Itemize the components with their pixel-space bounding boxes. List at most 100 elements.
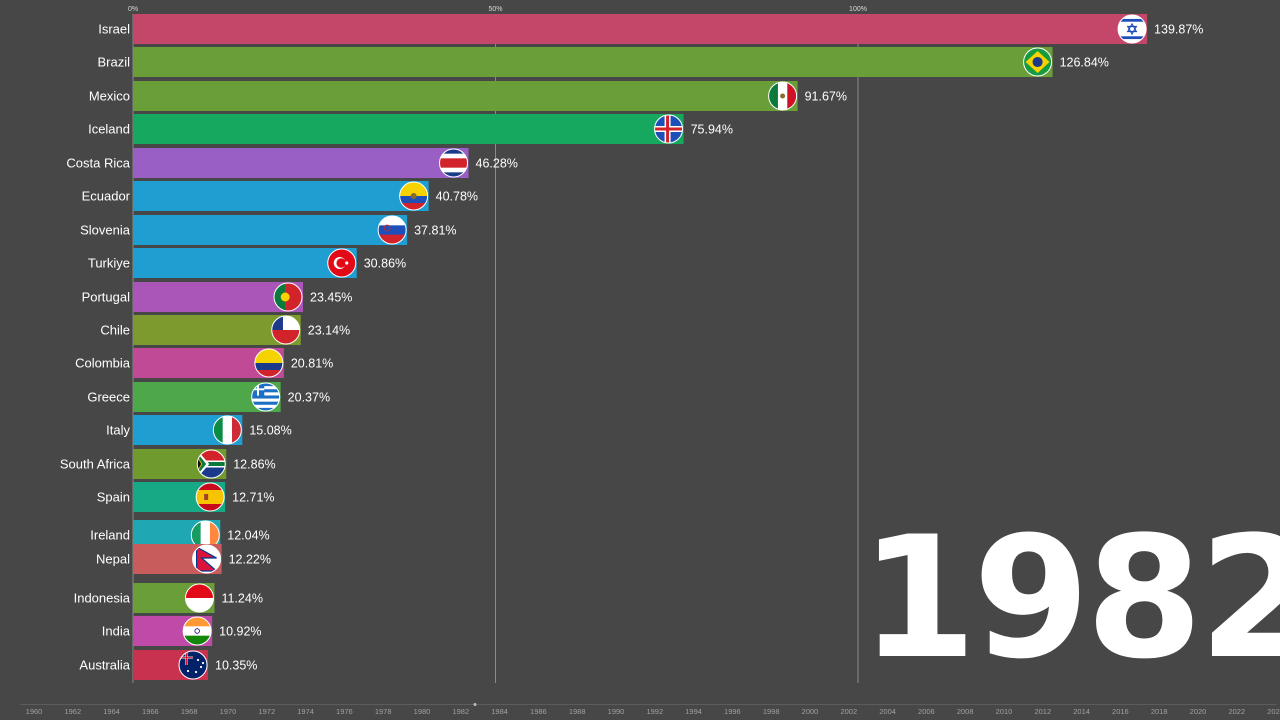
timeline-year-label: 1960 xyxy=(26,707,43,716)
bar-row: Nepal 12.22% xyxy=(96,544,271,574)
timeline-year-label: 2018 xyxy=(1151,707,1168,716)
flag-mexico-icon xyxy=(768,81,798,111)
timeline-progress-marker xyxy=(473,703,477,706)
timeline-year-label: 2004 xyxy=(879,707,896,716)
timeline-year-label: 2012 xyxy=(1034,707,1051,716)
flag-chile-icon xyxy=(271,315,301,345)
country-label: Ecuador xyxy=(82,189,131,204)
value-label: 12.71% xyxy=(232,491,274,505)
timeline-year-label: 1998 xyxy=(763,707,780,716)
value-label: 30.86% xyxy=(364,257,406,271)
country-label: Brazil xyxy=(97,55,130,70)
bar xyxy=(133,181,429,211)
country-label: Turkiye xyxy=(88,256,130,271)
flag-costa-rica-icon xyxy=(439,148,469,178)
value-label: 11.24% xyxy=(221,592,262,606)
flag-nepal-icon xyxy=(192,544,222,574)
value-label: 10.92% xyxy=(219,625,261,639)
x-tick-label: 0% xyxy=(128,6,138,13)
flag-india-icon xyxy=(182,616,212,646)
flag-greece-icon xyxy=(251,382,281,412)
bar-row: India 10.92% xyxy=(102,616,262,646)
bar-row: Portugal 23.45% xyxy=(82,282,352,312)
timeline-year-label: 2014 xyxy=(1073,707,1090,716)
timeline-year-label: 2024 xyxy=(1267,707,1280,716)
country-label: Costa Rica xyxy=(66,156,130,171)
value-label: 15.08% xyxy=(249,424,291,438)
bar xyxy=(133,114,684,144)
country-label: Australia xyxy=(79,658,130,673)
timeline-year-label: 1976 xyxy=(336,707,353,716)
bar-row: Italy 15.08% xyxy=(106,415,292,445)
value-label: 12.22% xyxy=(229,553,271,567)
bar-row: Indonesia 11.24% xyxy=(74,583,263,613)
bar-row: Israel 139.87% xyxy=(98,14,1203,44)
timeline-year-label: 1962 xyxy=(64,707,81,716)
timeline-year-label: 1992 xyxy=(646,707,663,716)
country-label: Mexico xyxy=(89,89,130,104)
flag-turkiye-icon xyxy=(327,248,357,278)
timeline-year-label: 1982 xyxy=(452,707,469,716)
timeline-year-label: 1974 xyxy=(297,707,314,716)
timeline-year-label: 1986 xyxy=(530,707,547,716)
value-label: 139.87% xyxy=(1154,23,1203,37)
bar-row: Colombia 20.81% xyxy=(75,348,333,378)
flag-portugal-icon xyxy=(273,282,303,312)
value-label: 10.35% xyxy=(215,659,257,673)
value-label: 20.81% xyxy=(291,357,333,371)
timeline-year-label: 2020 xyxy=(1190,707,1207,716)
country-label: India xyxy=(102,624,131,639)
flag-ecuador-icon xyxy=(399,181,429,211)
bar-row: Spain 12.71% xyxy=(97,482,275,512)
bar-row: Turkiye 30.86% xyxy=(88,248,406,278)
flag-israel-icon xyxy=(1117,14,1147,44)
timeline-year-label: 2010 xyxy=(996,707,1013,716)
flag-australia-icon xyxy=(178,650,208,680)
timeline-year-label: 1996 xyxy=(724,707,741,716)
bar-row: Greece 20.37% xyxy=(87,382,330,412)
timeline-year-label: 1988 xyxy=(569,707,586,716)
country-label: Colombia xyxy=(75,356,131,371)
bar xyxy=(133,47,1053,77)
timeline-year-label: 2002 xyxy=(840,707,857,716)
country-label: Slovenia xyxy=(80,223,131,238)
timeline-year-label: 2000 xyxy=(802,707,819,716)
year-display: 1982 xyxy=(860,500,1280,696)
x-tick-label: 100% xyxy=(849,6,867,13)
country-label: Indonesia xyxy=(74,591,131,606)
flag-iceland-icon xyxy=(654,114,684,144)
timeline-year-label: 1980 xyxy=(414,707,431,716)
bar xyxy=(133,14,1148,44)
timeline-year-label: 1964 xyxy=(103,707,120,716)
flag-slovenia-icon xyxy=(377,215,407,245)
timeline-year-label: 1990 xyxy=(608,707,625,716)
value-label: 20.37% xyxy=(288,391,330,405)
bar-row: Slovenia 37.81% xyxy=(80,215,457,245)
bar-row: Iceland 75.94% xyxy=(88,114,733,144)
bar xyxy=(133,215,408,245)
timeline-year-label: 1972 xyxy=(258,707,275,716)
flag-colombia-icon xyxy=(254,348,284,378)
timeline-year-label: 1994 xyxy=(685,707,702,716)
flag-brazil-icon xyxy=(1023,47,1053,77)
country-label: Nepal xyxy=(96,552,130,567)
bar xyxy=(133,248,357,278)
value-label: 91.67% xyxy=(805,90,847,104)
timeline-year-label: 2008 xyxy=(957,707,974,716)
country-label: Chile xyxy=(100,323,130,338)
timeline-year-label: 2022 xyxy=(1228,707,1245,716)
timeline-year-label: 1984 xyxy=(491,707,508,716)
flag-south-africa-icon xyxy=(196,449,226,479)
value-label: 12.86% xyxy=(233,458,275,472)
bar-row: South Africa 12.86% xyxy=(60,449,276,479)
bar xyxy=(133,148,469,178)
value-label: 75.94% xyxy=(691,123,733,137)
country-label: South Africa xyxy=(60,457,131,472)
timeline-year-label: 2016 xyxy=(1112,707,1129,716)
country-label: Spain xyxy=(97,490,130,505)
bar-row: Brazil 126.84% xyxy=(97,47,1109,77)
bar-row: Ecuador 40.78% xyxy=(82,181,478,211)
value-label: 40.78% xyxy=(436,190,478,204)
bar-row: Chile 23.14% xyxy=(100,315,350,345)
